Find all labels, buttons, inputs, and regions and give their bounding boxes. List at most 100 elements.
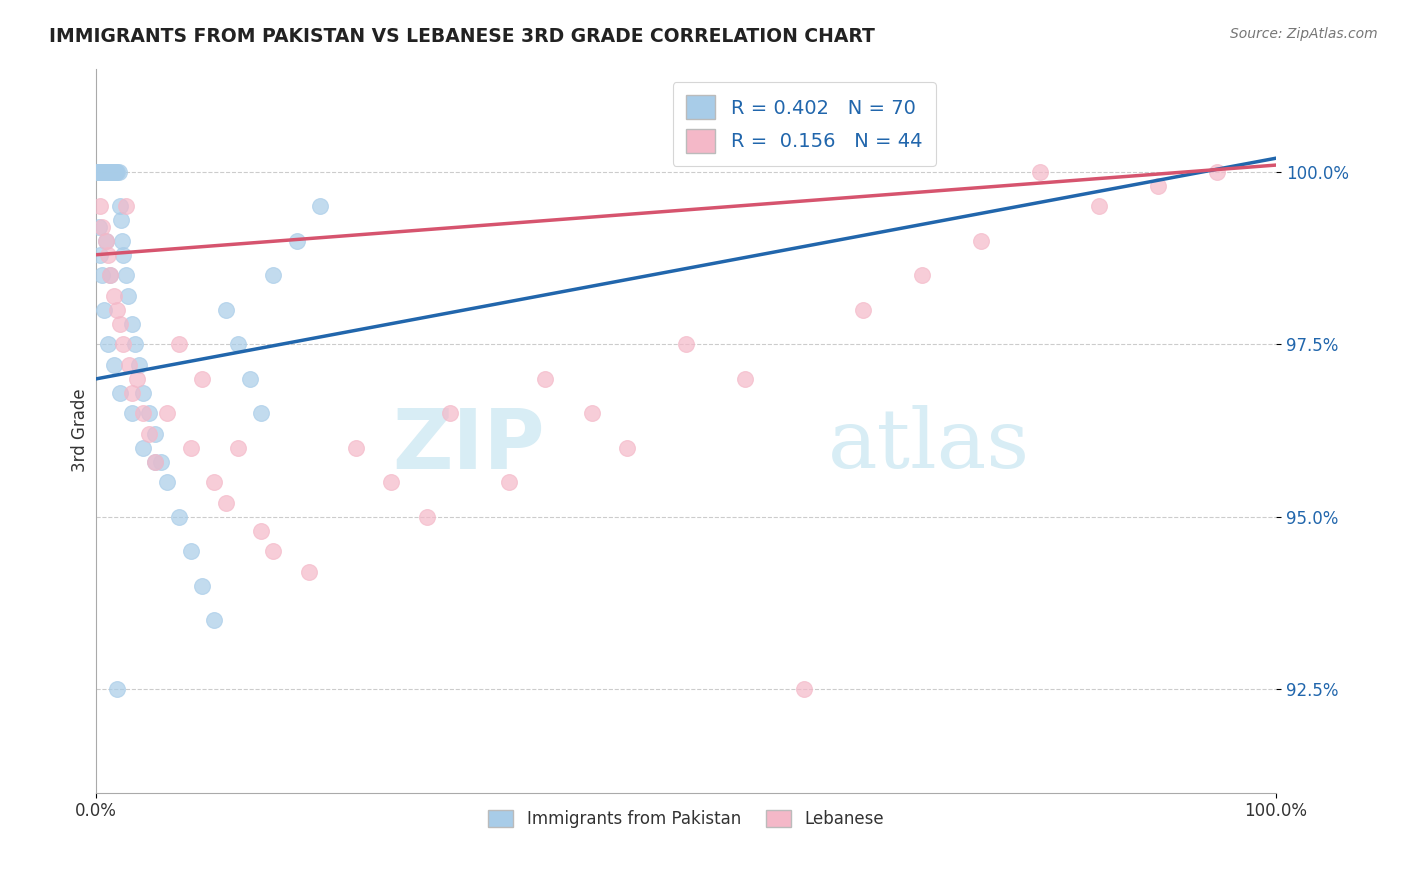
Point [108, 385, 131, 400]
Point [180, 544, 202, 558]
Text: Source: ZipAtlas.com: Source: ZipAtlas.com [1230, 27, 1378, 41]
Point [91, 165, 114, 179]
Point [439, 406, 461, 420]
Point [107, 302, 129, 317]
Point [132, 441, 155, 455]
Point [101, 165, 124, 179]
Point [124, 337, 146, 351]
Point [94, 165, 117, 179]
Point [143, 455, 166, 469]
Point [202, 475, 225, 490]
Text: IMMIGRANTS FROM PAKISTAN VS LEBANESE 3RD GRADE CORRELATION CHART: IMMIGRANTS FROM PAKISTAN VS LEBANESE 3RD… [49, 27, 875, 45]
Point [103, 358, 125, 372]
Point [86, 165, 108, 179]
Point [100, 165, 122, 179]
Point [89, 199, 111, 213]
Point [121, 317, 143, 331]
Point [107, 165, 129, 179]
Point [793, 682, 815, 697]
Point [309, 199, 332, 213]
Point [101, 165, 124, 179]
Point [127, 372, 149, 386]
Point [97, 337, 120, 351]
Point [1088, 199, 1111, 213]
Point [91, 165, 114, 179]
Point [94, 234, 117, 248]
Point [98, 165, 121, 179]
Point [415, 509, 437, 524]
Point [96, 165, 118, 179]
Point [581, 406, 603, 420]
Point [87, 165, 110, 179]
Point [121, 406, 143, 420]
Point [132, 385, 155, 400]
Point [852, 302, 875, 317]
Point [107, 165, 129, 179]
Point [132, 406, 155, 420]
Point [98, 268, 121, 283]
Point [89, 165, 111, 179]
Point [239, 372, 262, 386]
Point [180, 441, 202, 455]
Point [98, 268, 121, 283]
Point [114, 199, 136, 213]
Point [112, 248, 135, 262]
Point [108, 317, 131, 331]
Point [250, 524, 273, 538]
Point [285, 234, 308, 248]
Text: atlas: atlas [828, 405, 1029, 485]
Point [103, 165, 125, 179]
Point [202, 613, 225, 627]
Point [143, 455, 166, 469]
Point [498, 475, 520, 490]
Point [98, 165, 121, 179]
Point [344, 441, 367, 455]
Point [215, 496, 238, 510]
Point [100, 165, 122, 179]
Point [91, 220, 114, 235]
Point [262, 544, 284, 558]
Point [90, 165, 112, 179]
Point [105, 165, 128, 179]
Point [143, 427, 166, 442]
Point [112, 337, 135, 351]
Point [138, 406, 160, 420]
Point [103, 289, 125, 303]
Point [87, 220, 110, 235]
Point [96, 165, 118, 179]
Point [107, 682, 129, 697]
Point [1147, 178, 1170, 193]
Point [89, 248, 111, 262]
Point [111, 234, 134, 248]
Point [380, 475, 402, 490]
Point [167, 509, 190, 524]
Point [118, 358, 141, 372]
Point [616, 441, 638, 455]
Point [121, 385, 143, 400]
Point [215, 302, 238, 317]
Point [96, 165, 118, 179]
Point [89, 165, 111, 179]
Point [128, 358, 150, 372]
Point [226, 337, 249, 351]
Point [93, 302, 115, 317]
Point [114, 268, 136, 283]
Point [90, 165, 112, 179]
Point [138, 427, 160, 442]
Point [94, 234, 117, 248]
Point [87, 165, 110, 179]
Point [89, 165, 111, 179]
Point [191, 579, 214, 593]
Text: ZIP: ZIP [392, 405, 544, 485]
Point [191, 372, 214, 386]
Point [533, 372, 555, 386]
Point [734, 372, 756, 386]
Y-axis label: 3rd Grade: 3rd Grade [72, 389, 89, 473]
Point [250, 406, 273, 420]
Point [98, 165, 121, 179]
Point [262, 268, 284, 283]
Point [970, 234, 993, 248]
Point [97, 165, 120, 179]
Point [911, 268, 934, 283]
Point [675, 337, 697, 351]
